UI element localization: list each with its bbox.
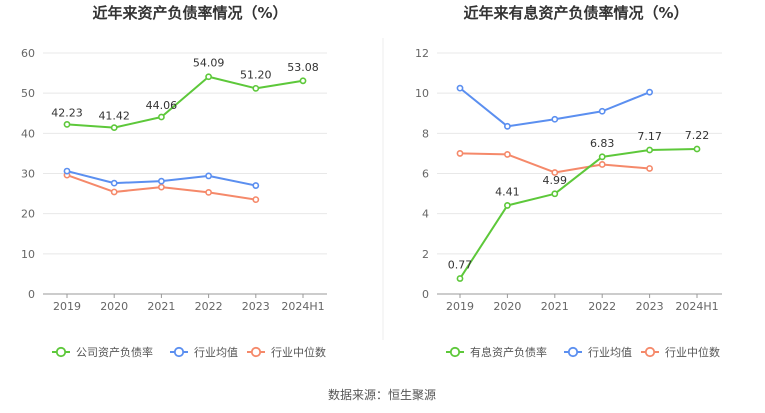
data-point-company[interactable] bbox=[157, 113, 165, 121]
data-point-company[interactable] bbox=[299, 77, 307, 85]
y-tick-label: 0 bbox=[422, 288, 429, 301]
data-point-company[interactable] bbox=[252, 84, 260, 92]
data-label: 4.41 bbox=[495, 185, 520, 198]
legend-marker bbox=[250, 346, 262, 358]
y-tick-label: 0 bbox=[28, 288, 35, 301]
legend-marker bbox=[644, 346, 656, 358]
x-tick-label: 2021 bbox=[541, 300, 569, 313]
data-point-industry_avg[interactable] bbox=[205, 172, 212, 180]
data-point-industry_median[interactable] bbox=[598, 161, 606, 168]
legend-marker bbox=[55, 346, 67, 358]
legend-label: 公司资产负债率 bbox=[76, 345, 153, 359]
data-label: 0.77 bbox=[448, 259, 473, 272]
y-tick-label: 30 bbox=[21, 168, 35, 181]
data-point-industry_median[interactable] bbox=[110, 188, 118, 196]
data-point-company[interactable] bbox=[598, 153, 606, 161]
interest-bearing-debt-ratio-chart: 近年来有息资产负债率情况（%） 0 2 4 6 8 10 12 2019 2020 2021 202… bbox=[415, 4, 722, 359]
y-tick-label: 6 bbox=[422, 168, 429, 181]
legend-label: 行业均值 bbox=[194, 346, 238, 359]
y-tick-label: 2 bbox=[422, 248, 429, 261]
legend-marker bbox=[449, 346, 461, 358]
data-point-industry_median[interactable] bbox=[646, 165, 653, 172]
data-point-company[interactable] bbox=[693, 145, 701, 153]
debt-ratio-chart: 近年来资产负债率情况（%） 0 10 20 30 40 50 60 2019 2020 2021 2… bbox=[21, 4, 327, 359]
x-tick-label: 2021 bbox=[147, 300, 175, 313]
x-tick-label: 2019 bbox=[446, 300, 474, 313]
legend-marker bbox=[173, 346, 185, 358]
data-label: 4.99 bbox=[543, 174, 568, 187]
x-tick-label: 2024H1 bbox=[281, 300, 324, 313]
y-tick-label: 10 bbox=[415, 87, 429, 100]
chart-title: 近年来有息资产负债率情况（%） bbox=[463, 4, 688, 22]
data-point-company[interactable] bbox=[646, 146, 653, 154]
legend-item-company[interactable]: 有息资产负债率 bbox=[446, 345, 547, 359]
data-point-industry_median[interactable] bbox=[456, 150, 464, 157]
data-source-note: 数据来源：恒生聚源 bbox=[328, 387, 436, 402]
data-point-industry_avg[interactable] bbox=[252, 182, 260, 189]
data-label: 41.42 bbox=[98, 110, 130, 123]
data-point-company[interactable] bbox=[456, 275, 464, 282]
x-tick-label: 2019 bbox=[53, 300, 81, 313]
y-tick-label: 12 bbox=[415, 47, 429, 60]
x-tick-label: 2023 bbox=[242, 300, 270, 313]
x-tick-label: 2022 bbox=[195, 300, 223, 313]
x-tick-label: 2020 bbox=[100, 300, 128, 313]
data-point-industry_avg[interactable] bbox=[551, 115, 559, 123]
y-tick-label: 8 bbox=[422, 127, 429, 140]
data-point-industry_median[interactable] bbox=[551, 169, 559, 176]
legend-item-industry_avg[interactable]: 行业均值 bbox=[170, 346, 238, 359]
data-point-industry_avg[interactable] bbox=[63, 167, 71, 175]
data-point-industry_avg[interactable] bbox=[456, 84, 464, 92]
y-tick-label: 4 bbox=[422, 208, 429, 221]
legend-marker bbox=[567, 346, 579, 358]
data-point-company[interactable] bbox=[503, 202, 511, 209]
data-label: 53.08 bbox=[287, 61, 319, 74]
x-tick-label: 2022 bbox=[588, 300, 616, 313]
data-point-industry_avg[interactable] bbox=[503, 122, 511, 130]
legend-label: 行业均值 bbox=[588, 346, 632, 359]
data-point-industry_median[interactable] bbox=[252, 196, 260, 204]
y-tick-label: 40 bbox=[21, 127, 35, 140]
legend-label: 行业中位数 bbox=[271, 345, 326, 359]
data-label: 7.17 bbox=[637, 130, 662, 143]
data-point-company[interactable] bbox=[110, 124, 118, 132]
x-tick-label: 2024H1 bbox=[675, 300, 718, 313]
data-point-industry_median[interactable] bbox=[503, 151, 511, 158]
legend-item-company[interactable]: 公司资产负债率 bbox=[52, 345, 153, 359]
data-point-industry_median[interactable] bbox=[157, 183, 165, 191]
data-point-company[interactable] bbox=[63, 120, 71, 128]
chart-title: 近年来资产负债率情况（%） bbox=[92, 4, 287, 22]
y-tick-label: 10 bbox=[21, 248, 35, 261]
data-label: 51.20 bbox=[240, 68, 272, 81]
legend-label: 行业中位数 bbox=[665, 345, 720, 359]
data-label: 7.22 bbox=[685, 129, 710, 142]
data-point-company[interactable] bbox=[551, 190, 559, 198]
y-tick-label: 20 bbox=[21, 208, 35, 221]
data-point-industry_avg[interactable] bbox=[110, 179, 118, 187]
data-point-industry_avg[interactable] bbox=[646, 88, 653, 96]
data-point-industry_avg[interactable] bbox=[157, 177, 165, 185]
data-point-industry_avg[interactable] bbox=[598, 107, 606, 115]
data-point-company[interactable] bbox=[205, 73, 212, 81]
data-label: 54.09 bbox=[193, 57, 225, 70]
y-tick-label: 60 bbox=[21, 47, 35, 60]
legend-item-industry_avg[interactable]: 行业均值 bbox=[564, 346, 632, 359]
y-tick-label: 50 bbox=[21, 87, 35, 100]
legend-item-industry_median[interactable]: 行业中位数 bbox=[247, 345, 326, 359]
data-point-industry_median[interactable] bbox=[205, 188, 212, 196]
x-tick-label: 2020 bbox=[493, 300, 521, 313]
legend-label: 有息资产负债率 bbox=[470, 345, 547, 359]
legend-item-industry_median[interactable]: 行业中位数 bbox=[641, 345, 720, 359]
data-label: 42.23 bbox=[51, 106, 83, 119]
data-label: 44.06 bbox=[146, 99, 178, 112]
series-line-company bbox=[459, 147, 698, 280]
data-label: 6.83 bbox=[590, 137, 615, 150]
x-tick-label: 2023 bbox=[636, 300, 664, 313]
series-line-company bbox=[66, 75, 304, 129]
